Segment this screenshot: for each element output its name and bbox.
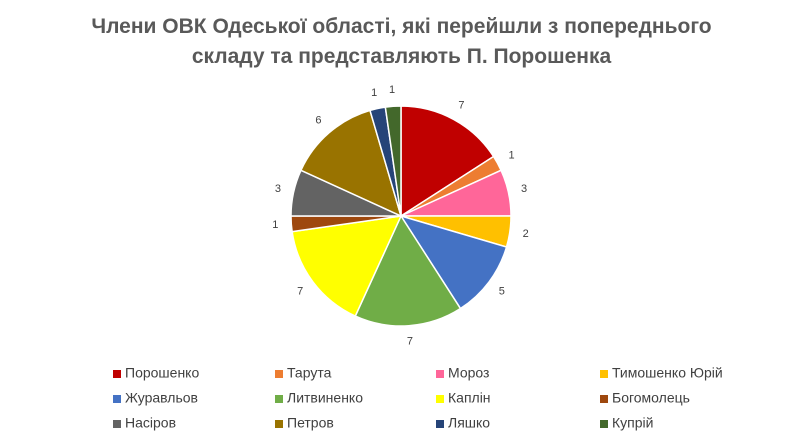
data-label: 2	[523, 228, 529, 240]
legend-swatch	[275, 370, 283, 378]
pie-slice	[400, 105, 495, 218]
data-label: 3	[521, 183, 527, 195]
legend-label: Порошенко	[125, 365, 199, 381]
data-label: 7	[407, 336, 413, 348]
legend-swatch	[600, 395, 608, 403]
legend-swatch	[113, 395, 121, 403]
data-label: 1	[509, 150, 515, 162]
data-label: 1	[272, 219, 278, 231]
legend-label: Петров	[287, 415, 334, 431]
legend-swatch	[275, 420, 283, 428]
legend-swatch	[436, 420, 444, 428]
pie-slice	[384, 105, 402, 217]
legend-label: Каплін	[448, 390, 491, 406]
chart-title: Члени ОВК Одеської області, які перейшли…	[91, 15, 712, 68]
data-label: 5	[499, 285, 505, 297]
legend-swatch	[113, 420, 121, 428]
pie-slice	[291, 215, 403, 318]
legend-label: Литвиненко	[287, 390, 363, 406]
legend-swatch	[436, 370, 444, 378]
legend-label: Мороз	[448, 365, 489, 381]
legend-swatch	[275, 395, 283, 403]
legend-label: Ляшко	[448, 415, 490, 431]
legend-label: Купрій	[612, 415, 653, 431]
legend-swatch	[600, 420, 608, 428]
pie-slice	[399, 214, 508, 310]
legend-label: Богомолець	[612, 390, 690, 406]
data-label: 3	[275, 183, 281, 195]
data-label: 1	[371, 87, 377, 99]
legend-swatch	[600, 370, 608, 378]
pie-slice	[354, 214, 462, 327]
data-label: 7	[458, 99, 464, 111]
data-label: 6	[315, 115, 321, 127]
data-label: 1	[389, 84, 395, 96]
legend-swatch	[113, 370, 121, 378]
legend-label: Тарута	[287, 365, 332, 381]
pie-slice	[299, 109, 403, 218]
legend-swatch	[436, 395, 444, 403]
legend-label: Насіров	[125, 415, 176, 431]
legend-label: Тимошенко Юрій	[612, 365, 723, 381]
title-box: Члени ОВК Одеської області, які перейшли…	[0, 12, 803, 72]
data-label: 7	[297, 285, 303, 297]
legend-label: Журавльов	[125, 390, 198, 406]
